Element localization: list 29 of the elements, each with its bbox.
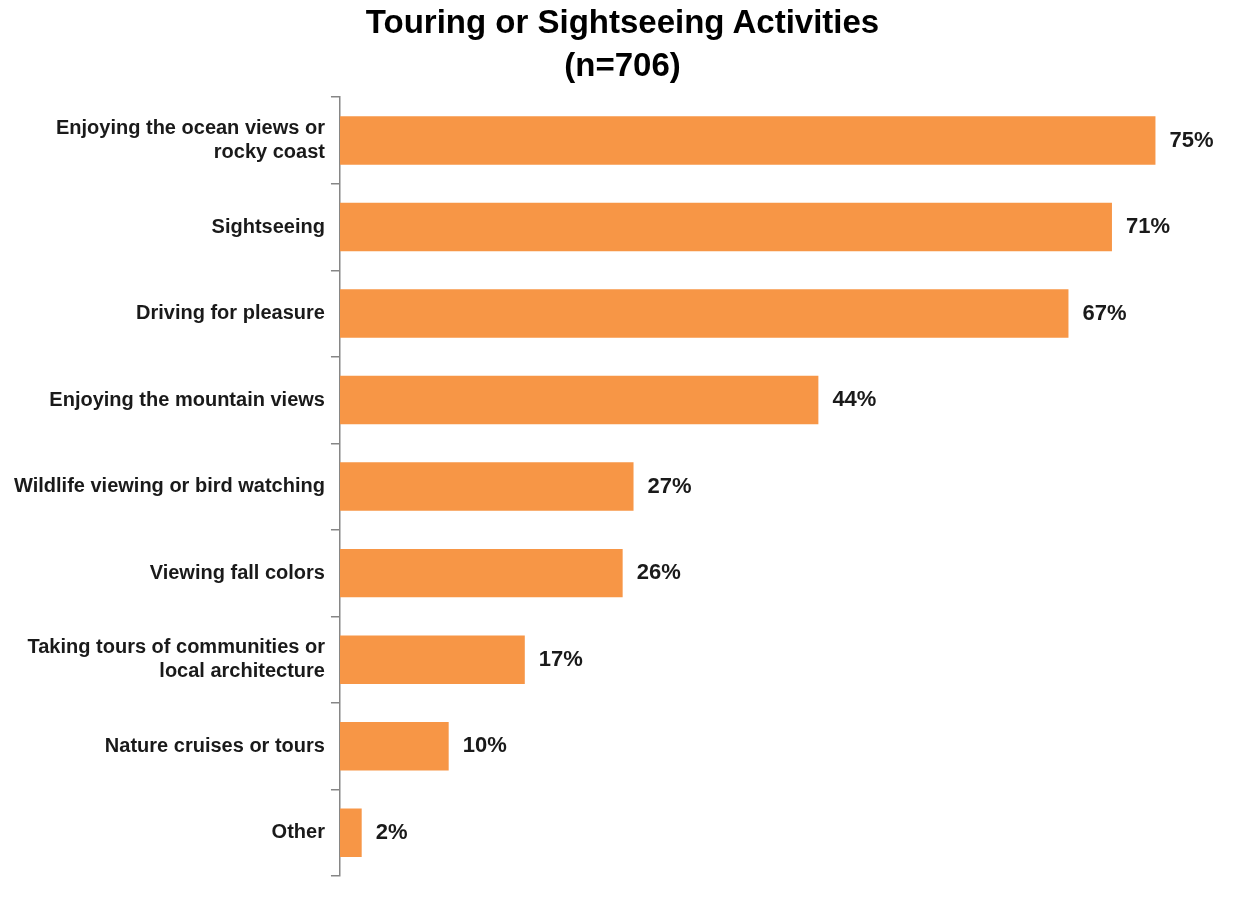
- data-label: 17%: [538, 645, 583, 671]
- data-label: 44%: [832, 386, 877, 412]
- data-label: 26%: [636, 559, 681, 585]
- y-tick-label: Wildlife viewing or bird watching: [13, 474, 325, 497]
- y-tick-label: Enjoying the mountain views: [49, 387, 325, 410]
- bar: [339, 808, 362, 857]
- y-tick-label: Sightseeing: [211, 214, 325, 237]
- data-label: 75%: [1169, 126, 1214, 152]
- y-tick-label: Driving for pleasure: [136, 301, 325, 324]
- y-tick-label: Viewing fall colors: [149, 560, 325, 583]
- data-label: 27%: [647, 472, 692, 498]
- data-label: 2%: [375, 818, 408, 844]
- chart-title: Touring or Sightseeing Activities: [365, 2, 880, 40]
- y-tick-label: Taking tours of communities or local architecture: [27, 635, 326, 682]
- bar: [339, 375, 819, 425]
- data-label: 10%: [462, 732, 507, 758]
- data-label: 71%: [1125, 213, 1170, 239]
- bar: [339, 202, 1112, 252]
- bar: [339, 116, 1156, 165]
- bar: [339, 462, 634, 511]
- bar: [339, 289, 1069, 338]
- chart-subtitle: (n=706): [564, 46, 681, 84]
- y-tick-label: Other: [271, 820, 326, 843]
- y-tick-label: Nature cruises or tours: [104, 733, 325, 756]
- data-label: 67%: [1082, 299, 1127, 325]
- bar: [339, 635, 525, 684]
- bar: [339, 548, 623, 598]
- bar: [339, 721, 449, 771]
- y-tick-label: Enjoying the ocean views or rocky coast: [55, 115, 326, 162]
